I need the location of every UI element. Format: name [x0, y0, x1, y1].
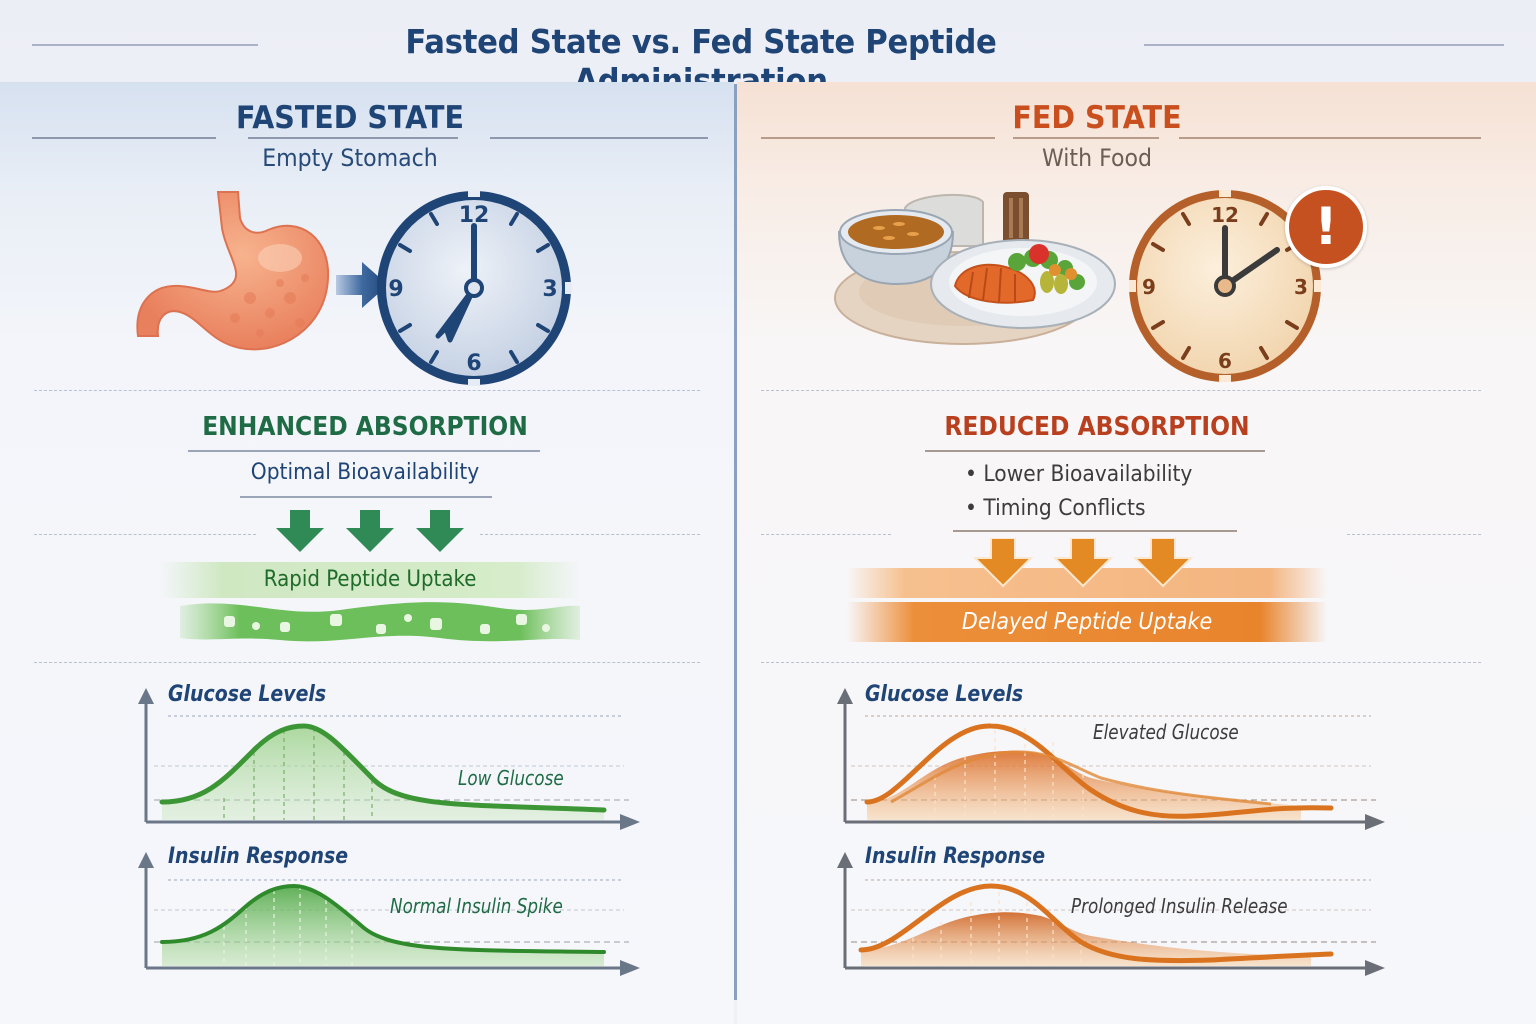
section-divider [480, 534, 700, 535]
rule [925, 450, 1265, 452]
insulin-chart: Insulin Response Prolonged Insulin Relea… [831, 842, 1391, 982]
rule [1179, 137, 1481, 139]
arrow-right-icon [336, 262, 388, 308]
section-divider [1347, 534, 1481, 535]
fed-panel: FED STATE With Food 12 [737, 82, 1536, 1024]
chart-title: Glucose Levels [168, 682, 327, 707]
chart-title: Insulin Response [168, 844, 349, 869]
absorption-subtitle: Optimal Bioavailability [250, 460, 480, 485]
rule [761, 137, 995, 139]
uptake-band: Rapid Peptide Uptake [160, 562, 580, 598]
section-divider [34, 390, 700, 391]
down-arrow-icon [346, 510, 394, 552]
rule [248, 137, 458, 139]
title-rule-right [1144, 44, 1504, 46]
fed-title: FED STATE [1012, 100, 1182, 136]
clock-numeral-3: 3 [1294, 275, 1308, 299]
bullet-item: • Timing Conflicts [965, 496, 1146, 521]
down-arrow-icon [416, 510, 464, 552]
rule [240, 496, 492, 498]
down-arrow-icon [973, 538, 1033, 588]
clock-numeral-6: 6 [1218, 349, 1232, 373]
rule [490, 137, 708, 139]
warning-symbol: ! [1314, 197, 1338, 257]
absorption-title: ENHANCED ABSORPTION [202, 412, 528, 442]
rule [32, 137, 216, 139]
absorption-bullets: • Lower Bioavailability • Timing Conflic… [965, 458, 1212, 526]
section-divider [34, 662, 700, 663]
section-divider [34, 534, 256, 535]
uptake-label: Delayed Peptide Uptake [961, 609, 1213, 635]
fasted-subtitle: Empty Stomach [262, 144, 438, 172]
stomach-icon [136, 191, 330, 351]
fed-subtitle: With Food [1041, 144, 1153, 172]
chart-title: Insulin Response [865, 844, 1046, 869]
down-arrow-icon [1133, 538, 1193, 588]
clock-numeral-9: 9 [388, 277, 403, 302]
header: Fasted State vs. Fed State Peptide Admin… [0, 0, 1536, 100]
rule [1013, 137, 1159, 139]
clock-numeral-9: 9 [1142, 275, 1156, 299]
uptake-label: Rapid Peptide Uptake [263, 567, 477, 592]
intestine-wave-icon [180, 602, 580, 642]
rule [953, 530, 1237, 532]
clock-numeral-12: 12 [1211, 203, 1239, 227]
uptake-band: Delayed Peptide Uptake [847, 602, 1327, 642]
rule [188, 450, 540, 452]
insulin-chart: Insulin Response Normal Insulin Spike [134, 842, 644, 982]
fasted-panel: FASTED STATE Empty Stomach [0, 82, 734, 1024]
fasted-title: FASTED STATE [236, 100, 464, 136]
title-rule-left [32, 44, 258, 46]
chart-annotation: Prolonged Insulin Release [1071, 894, 1288, 918]
clock-numeral-6: 6 [466, 351, 481, 376]
warning-icon: ! [1285, 186, 1367, 268]
meal-plate-icon [834, 192, 1116, 345]
clock-numeral-3: 3 [542, 277, 557, 302]
section-divider [761, 390, 1481, 391]
chart-title: Glucose Levels [865, 682, 1024, 707]
chart-annotation: Normal Insulin Spike [390, 894, 563, 918]
down-arrow-icon [276, 510, 324, 552]
glucose-chart: Glucose Levels Elevated Glucose [831, 680, 1391, 830]
chart-annotation: Low Glucose [458, 766, 564, 790]
down-arrow-icon [1053, 538, 1113, 588]
absorption-title: REDUCED ABSORPTION [944, 412, 1250, 442]
page-title: Fasted State vs. Fed State Peptide Admin… [405, 22, 997, 100]
section-divider [761, 662, 1481, 663]
glucose-chart: Glucose Levels Low Glucose [134, 680, 644, 830]
bullet-item: • Lower Bioavailability [965, 462, 1193, 487]
panel-divider [734, 84, 737, 1000]
clock-icon: 12 3 6 9 [1129, 190, 1321, 382]
clock-icon: 12 3 6 9 [377, 190, 572, 386]
section-divider [761, 534, 891, 535]
chart-annotation: Elevated Glucose [1093, 720, 1239, 744]
